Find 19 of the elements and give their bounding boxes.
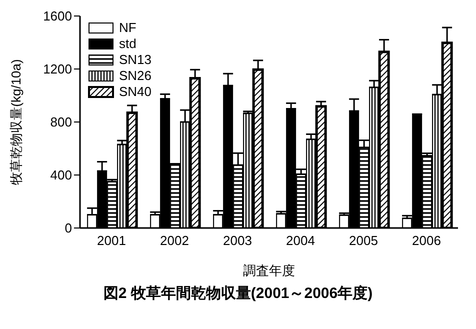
- legend-label: SN13: [119, 52, 152, 68]
- y-axis-title: 牧草乾物収量(kg/10a): [8, 59, 24, 185]
- x-tick-label: 2004: [286, 233, 315, 248]
- x-tick-label: 2003: [223, 233, 252, 248]
- y-tick-label: 0: [64, 220, 72, 236]
- x-tick-label: 2006: [412, 233, 441, 248]
- x-axis-title: 調査年度: [243, 263, 295, 278]
- x-tick-label: 2005: [349, 233, 378, 248]
- y-tick-label: 400: [50, 168, 72, 183]
- x-tick-label: 2001: [97, 233, 126, 248]
- legend-label: std: [119, 36, 136, 52]
- legend-label: SN40: [119, 84, 152, 100]
- y-tick-label: 1200: [43, 62, 72, 77]
- x-tick-label: 2002: [160, 233, 189, 248]
- legend-label: SN26: [119, 68, 152, 84]
- text: 図2 牧草年間乾物収量(2001～2006年度): [102, 284, 374, 303]
- legend-label: NF: [119, 20, 136, 36]
- y-tick-label: 800: [50, 114, 72, 130]
- y-tick-label: 1600: [43, 8, 72, 24]
